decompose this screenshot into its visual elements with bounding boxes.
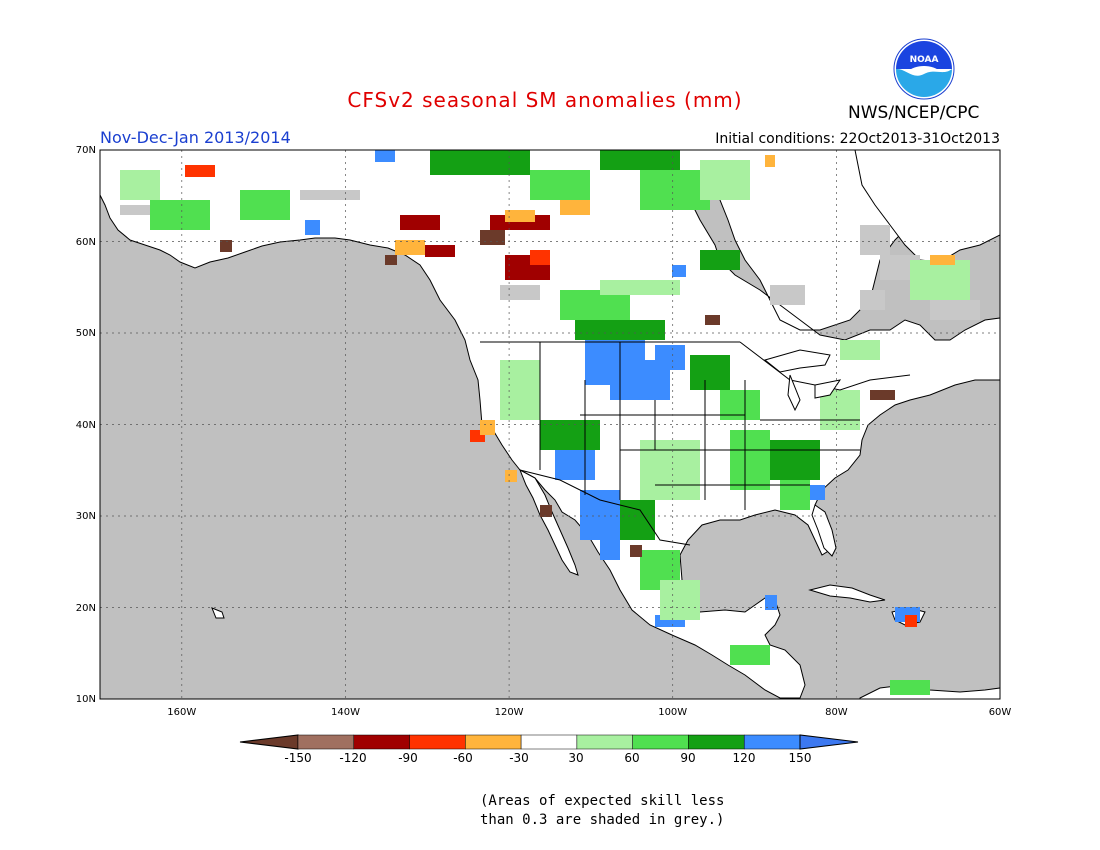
- skill-note: (Areas of expected skill less than 0.3 a…: [480, 792, 724, 830]
- cuba-land: [808, 584, 886, 603]
- legend-swatch: [297, 734, 355, 750]
- lon-label: 80W: [825, 707, 848, 718]
- lat-label: 30N: [76, 511, 96, 522]
- lat-label: 60N: [76, 237, 96, 248]
- noaa-logo-icon: NOAA: [893, 38, 955, 100]
- chart-title: CFSv2 seasonal SM anomalies (mm): [347, 88, 743, 112]
- legend-label: 150: [789, 751, 812, 765]
- lat-label: 10N: [76, 694, 96, 705]
- legend-swatches: [239, 734, 859, 750]
- legend-label: -120: [339, 751, 366, 765]
- period-label: Nov-Dec-Jan 2013/2014: [100, 128, 291, 147]
- legend-swatch: [632, 734, 689, 750]
- map-gridlines: [100, 150, 1000, 699]
- hawaii-island: [211, 607, 225, 619]
- florida-land: [811, 504, 837, 557]
- lon-label: 100W: [658, 707, 687, 718]
- political-boundaries: [480, 341, 911, 546]
- initial-conditions-label: Initial conditions: 22Oct2013-31Oct2013: [715, 131, 1000, 147]
- baja-california-land: [519, 468, 579, 576]
- agency-label: NWS/NCEP/CPC: [848, 103, 980, 123]
- lat-axis: 70N 60N 50N 40N 30N 20N 10N: [76, 145, 96, 705]
- legend-swatch: [576, 734, 633, 750]
- legend-label: 60: [624, 751, 639, 765]
- lon-label: 120W: [495, 707, 524, 718]
- legend-swatch: [353, 734, 410, 750]
- lat-label: 50N: [76, 328, 96, 339]
- grey-skill-areas: [120, 190, 980, 320]
- skill-note-line: than 0.3 are shaded in grey.): [480, 812, 725, 828]
- legend-swatch: [688, 734, 745, 750]
- legend-swatch: [465, 734, 522, 750]
- legend-arrow-low: [239, 734, 299, 750]
- legend-label: 30: [568, 751, 583, 765]
- map-frame: [99, 149, 1001, 700]
- legend-swatch: [409, 734, 466, 750]
- great-lakes: [763, 349, 842, 412]
- noaa-logo-text: NOAA: [910, 55, 939, 65]
- legend-label: -60: [453, 751, 473, 765]
- legend-swatch: [520, 734, 578, 750]
- lat-label: 40N: [76, 420, 96, 431]
- lat-label: 70N: [76, 145, 96, 156]
- legend-label: 120: [733, 751, 756, 765]
- legend-label: 90: [680, 751, 695, 765]
- legend-label: -90: [398, 751, 418, 765]
- skill-note-line: (Areas of expected skill less: [480, 793, 725, 809]
- lon-label: 140W: [331, 707, 360, 718]
- legend-labels: -150 -120 -90 -60 -30 30 60 90 120 150: [284, 751, 811, 765]
- legend-swatch: [743, 734, 801, 750]
- legend-arrow-high: [799, 734, 859, 750]
- legend-label: -150: [284, 751, 311, 765]
- lon-label: 160W: [167, 707, 196, 718]
- lon-label: 60W: [989, 707, 1012, 718]
- lat-label: 20N: [76, 603, 96, 614]
- lon-axis: 160W 140W 120W 100W 80W 60W: [167, 707, 1011, 718]
- legend-label: -30: [509, 751, 529, 765]
